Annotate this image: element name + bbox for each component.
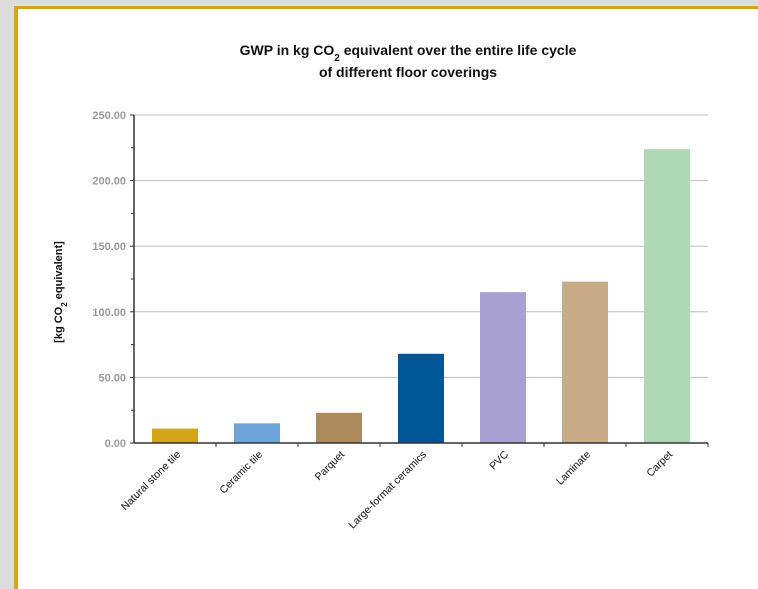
x-tick-label: PVC	[487, 448, 511, 472]
bar	[562, 281, 608, 443]
bars	[152, 149, 690, 443]
chart-frame: GWP in kg CO2 equivalent over the entire…	[14, 6, 758, 589]
bar	[644, 149, 690, 443]
x-tick-label: Parquet	[313, 449, 348, 484]
bar	[398, 353, 444, 443]
x-tick-label: Large-format ceramics	[346, 449, 429, 532]
bar	[234, 423, 280, 443]
y-tick-label: 100.00	[92, 307, 126, 319]
axes	[130, 114, 709, 447]
chart: GWP in kg CO2 equivalent over the entire…	[53, 42, 709, 531]
y-tick-labels: 0.00 50.00 100.00 150.00 200.00 250.00	[92, 110, 126, 450]
x-tick-label: Natural stone tile	[119, 449, 183, 513]
chart-title-line-1: GWP in kg CO2 equivalent over the entire…	[240, 42, 577, 64]
y-tick-label: 150.00	[92, 241, 126, 253]
chart-title-line-2: of different floor coverings	[319, 64, 497, 80]
y-tick-label: 200.00	[92, 176, 126, 188]
bar	[152, 428, 198, 443]
y-tick-label: 0.00	[105, 438, 126, 450]
y-tick-label: 250.00	[92, 110, 126, 122]
x-tick-labels: Natural stone tile Ceramic tile Parquet Lar…	[119, 448, 675, 531]
bar	[316, 412, 362, 443]
y-axis-label: [kg CO2 equivalent]	[53, 241, 69, 343]
x-tick-label: Ceramic tile	[217, 449, 265, 497]
y-tick-label: 50.00	[98, 372, 126, 384]
x-tick-label: Carpet	[644, 449, 675, 480]
x-tick-label: Laminate	[554, 449, 593, 488]
bar	[480, 292, 526, 443]
gridlines	[134, 114, 708, 378]
